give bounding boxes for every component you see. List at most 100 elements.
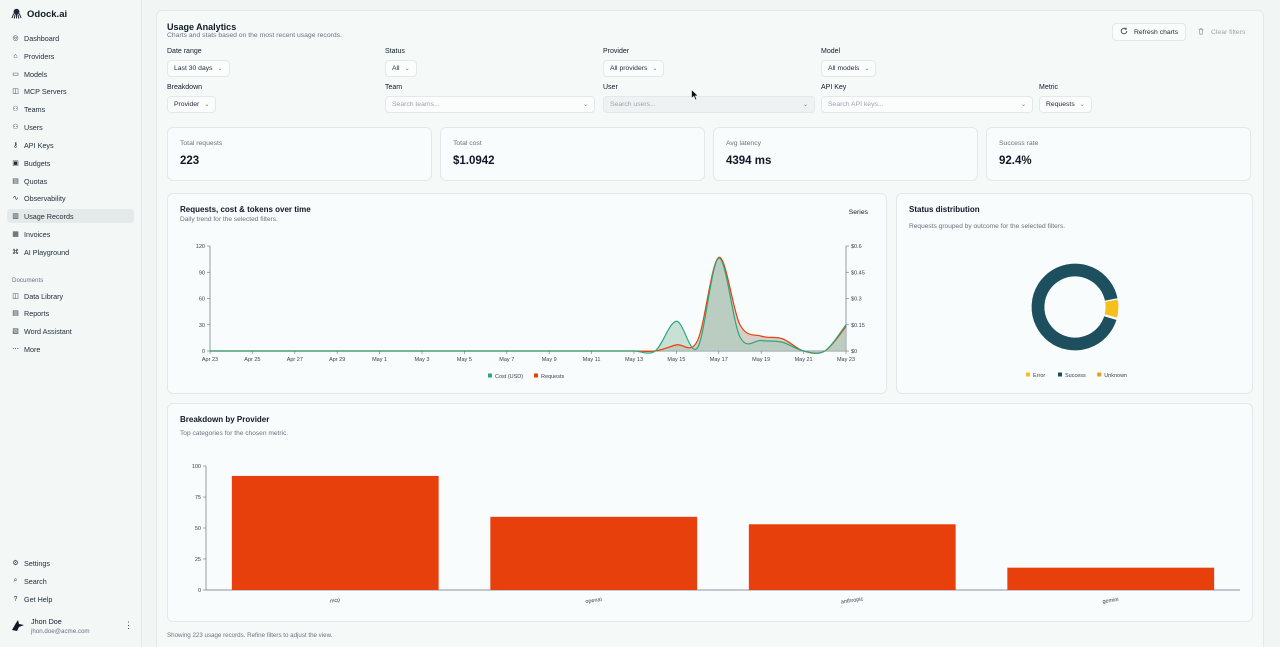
provider-select[interactable]: All providers ⌄ <box>603 60 665 77</box>
records-footnote: Showing 223 usage records. Refine filter… <box>167 632 333 639</box>
api-key-placeholder: Search API keys... <box>828 101 884 108</box>
bar-mcp <box>231 475 439 590</box>
team-search-input[interactable]: Search teams... ⌄ <box>385 96 595 113</box>
search-icon: ⌕ <box>13 577 18 584</box>
sidebar-item-label: Word Assistant <box>24 326 72 336</box>
date-range-value: Last 30 days <box>174 65 213 72</box>
status-chart-title: Status distribution <box>909 205 980 214</box>
sidebar-item-search[interactable]: ⌕ Search <box>7 574 134 588</box>
clear-filters-button[interactable]: Clear filters <box>1190 23 1252 41</box>
model-select[interactable]: All models ⌄ <box>821 60 877 77</box>
sidebar-item-budgets[interactable]: ▣ Budgets <box>7 156 134 170</box>
x-tick-label: May 19 <box>752 357 770 363</box>
sidebar-item-word-assistant[interactable]: ▧ Word Assistant <box>7 324 134 338</box>
stat-card-total-requests: Total requests 223 <box>167 127 432 181</box>
y-tick-label-left: 0 <box>202 349 205 355</box>
sidebar-item-more[interactable]: ⋯ More <box>7 342 134 356</box>
status-label: Status <box>385 48 405 55</box>
status-donut-chart: Error Success Unknown <box>1026 262 1127 379</box>
sidebar-item-invoices[interactable]: ▦ Invoices <box>7 227 134 241</box>
breakdown-select[interactable]: Provider ⌄ <box>167 96 217 113</box>
chevron-down-icon: ⌄ <box>404 66 410 72</box>
x-tick-label: May 15 <box>667 357 685 363</box>
sidebar: Odock.ai ◎ Dashboard ⌂ Providers ▭ Models ◫ MCP… <box>0 0 142 647</box>
y-tick-label-left: 90 <box>199 270 205 276</box>
sidebar-item-label: Providers <box>24 51 55 61</box>
x-tick-label: Apr 29 <box>329 357 345 363</box>
status-select[interactable]: All ⌄ <box>385 60 417 77</box>
provider-label: Provider <box>603 48 630 55</box>
refresh-charts-button[interactable]: Refresh charts <box>1112 23 1187 41</box>
x-tick-label: May 7 <box>499 357 514 363</box>
playground-icon: ⌘ <box>12 249 19 256</box>
sidebar-item-label: Models <box>24 69 48 79</box>
sidebar-item-api-keys[interactable]: ⚷ API Keys <box>7 138 134 152</box>
x-tick-label: May 1 <box>372 357 387 363</box>
models-icon: ▭ <box>12 71 19 78</box>
sidebar-item-label: API Keys <box>24 140 54 150</box>
stat-label: Total requests <box>180 140 223 147</box>
legend-label: Success <box>1065 373 1086 379</box>
sidebar-item-mcp-servers[interactable]: ◫ MCP Servers <box>7 84 134 98</box>
sidebar-item-label: Quotas <box>24 176 48 186</box>
more-icon: ⋯ <box>12 346 19 353</box>
chevron-down-icon: ⌄ <box>204 102 210 108</box>
legend-label: Error <box>1033 373 1045 379</box>
sidebar-item-dashboard[interactable]: ◎ Dashboard <box>7 31 134 45</box>
legend-label: Unknown <box>1104 373 1127 379</box>
series-button[interactable]: Series <box>848 209 868 216</box>
page-title: Usage Analytics <box>167 22 237 32</box>
clear-filters-label: Clear filters <box>1211 28 1246 36</box>
dashboard-icon: ◎ <box>12 35 19 42</box>
sidebar-item-observability[interactable]: ∿ Observability <box>7 191 134 205</box>
cost-line <box>210 257 847 354</box>
donut-slice-success <box>1030 262 1119 352</box>
y-tick-label-right: $0.15 <box>851 323 865 329</box>
sidebar-item-label: Invoices <box>24 229 51 239</box>
user-profile[interactable]: Jhon Doe jhon.doe@acme.com ⋮ <box>11 617 133 635</box>
chevron-down-icon: ⌄ <box>864 66 870 72</box>
breakdown-value: Provider <box>174 101 200 108</box>
x-tick-label: May 21 <box>795 357 813 363</box>
api-key-search-input[interactable]: Search API keys... ⌄ <box>821 96 1033 113</box>
sidebar-item-ai-playground[interactable]: ⌘ AI Playground <box>7 245 134 259</box>
sidebar-item-users[interactable]: ⚇ Users <box>7 120 134 134</box>
help-icon: ? <box>13 595 18 603</box>
stat-card-avg-latency: Avg latency 4394 ms <box>713 127 978 181</box>
sidebar-item-data-library[interactable]: ◫ Data Library <box>7 289 134 303</box>
sidebar-item-teams[interactable]: ⚇ Teams <box>7 102 134 116</box>
trend-chart-title: Requests, cost & tokens over time <box>180 205 311 214</box>
user-name: Jhon Doe <box>31 617 62 626</box>
stat-value: 92.4% <box>999 155 1032 167</box>
sidebar-item-quotas[interactable]: ▤ Quotas <box>7 174 134 188</box>
octopus-logo-icon <box>11 8 22 21</box>
sidebar-item-models[interactable]: ▭ Models <box>7 67 134 81</box>
chart-icon: ▥ <box>12 213 19 220</box>
legend-label: Requests <box>541 374 564 380</box>
sidebar-item-reports[interactable]: ▤ Reports <box>7 306 134 320</box>
user-menu-icon[interactable]: ⋮ <box>124 620 133 630</box>
user-email: jhon.doe@acme.com <box>31 628 90 635</box>
sidebar-item-label: Search <box>24 576 47 586</box>
date-range-select[interactable]: Last 30 days ⌄ <box>167 60 230 77</box>
trend-chart: 0 30 60 90 120 $0 $0.15 $0.3 $0.45 $0.6 Apr 23 Apr … <box>196 244 865 380</box>
sidebar-item-label: AI Playground <box>24 247 70 257</box>
legend-swatch <box>1097 372 1102 377</box>
breakdown-card: Breakdown by Provider Top categories for… <box>167 403 1253 622</box>
sidebar-item-settings[interactable]: ⚙ Settings <box>7 556 134 570</box>
sidebar-item-usage-records[interactable]: ▥ Usage Records <box>7 209 134 223</box>
user-search-input[interactable]: Search users... ⌄ <box>603 96 815 113</box>
key-icon: ⚷ <box>12 142 19 149</box>
brand-name: Odock.ai <box>27 9 68 20</box>
metric-select[interactable]: Requests ⌄ <box>1039 96 1092 113</box>
api-key-label: API Key <box>821 84 847 91</box>
sidebar-item-providers[interactable]: ⌂ Providers <box>7 49 134 63</box>
user-filter-label: User <box>603 84 618 91</box>
sidebar-item-get-help[interactable]: ? Get Help <box>7 592 134 606</box>
quota-icon: ▤ <box>12 178 19 185</box>
trend-chart-card: Requests, cost & tokens over time Daily … <box>167 193 887 394</box>
chevron-down-icon: ⌄ <box>1079 102 1085 108</box>
chevron-down-icon: ⌄ <box>217 66 223 72</box>
mouse-cursor-icon <box>691 88 699 103</box>
brand[interactable]: Odock.ai <box>11 8 67 21</box>
